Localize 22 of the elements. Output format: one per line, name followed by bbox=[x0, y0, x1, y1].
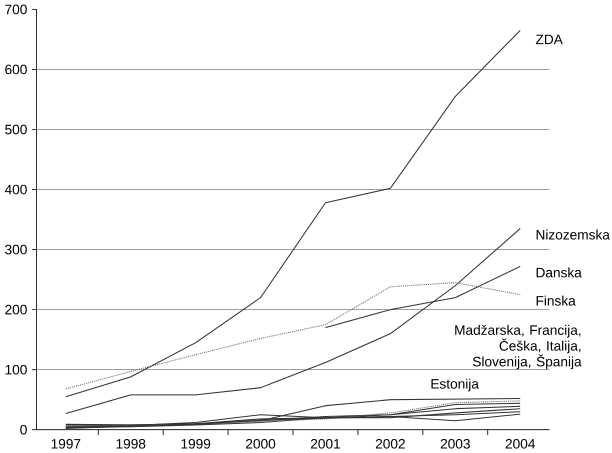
annotation: Madžarska, Francija, Češka, Italija, Slovenija, Španija bbox=[455, 324, 582, 370]
x-tick-label: 1997 bbox=[52, 438, 80, 449]
x-tick-label: 2000 bbox=[246, 438, 276, 449]
series-label: Nizozemska bbox=[536, 229, 610, 240]
x-tick-label: 1999 bbox=[181, 438, 210, 449]
y-tick-label: 300 bbox=[5, 244, 27, 254]
series-label: Danska bbox=[536, 267, 582, 278]
y-tick-label: 0 bbox=[20, 424, 27, 434]
x-tick-label: 2001 bbox=[310, 438, 340, 449]
y-tick-label: 600 bbox=[5, 64, 27, 74]
y-tick-label: 100 bbox=[6, 364, 27, 374]
y-tick-label: 500 bbox=[5, 124, 27, 134]
y-tick-label: 700 bbox=[5, 4, 27, 14]
y-tick-label: 200 bbox=[5, 304, 27, 314]
x-tick-label: 2002 bbox=[376, 438, 405, 449]
x-tick-label: 1998 bbox=[116, 438, 146, 449]
y-tick-label: 400 bbox=[4, 184, 27, 194]
series-label: Finska bbox=[536, 296, 576, 306]
series-label: Estonija bbox=[431, 378, 479, 392]
x-tick-label: 2003 bbox=[440, 438, 470, 449]
x-tick-label: 2004 bbox=[506, 438, 536, 449]
series-label: ZDA bbox=[536, 34, 563, 44]
